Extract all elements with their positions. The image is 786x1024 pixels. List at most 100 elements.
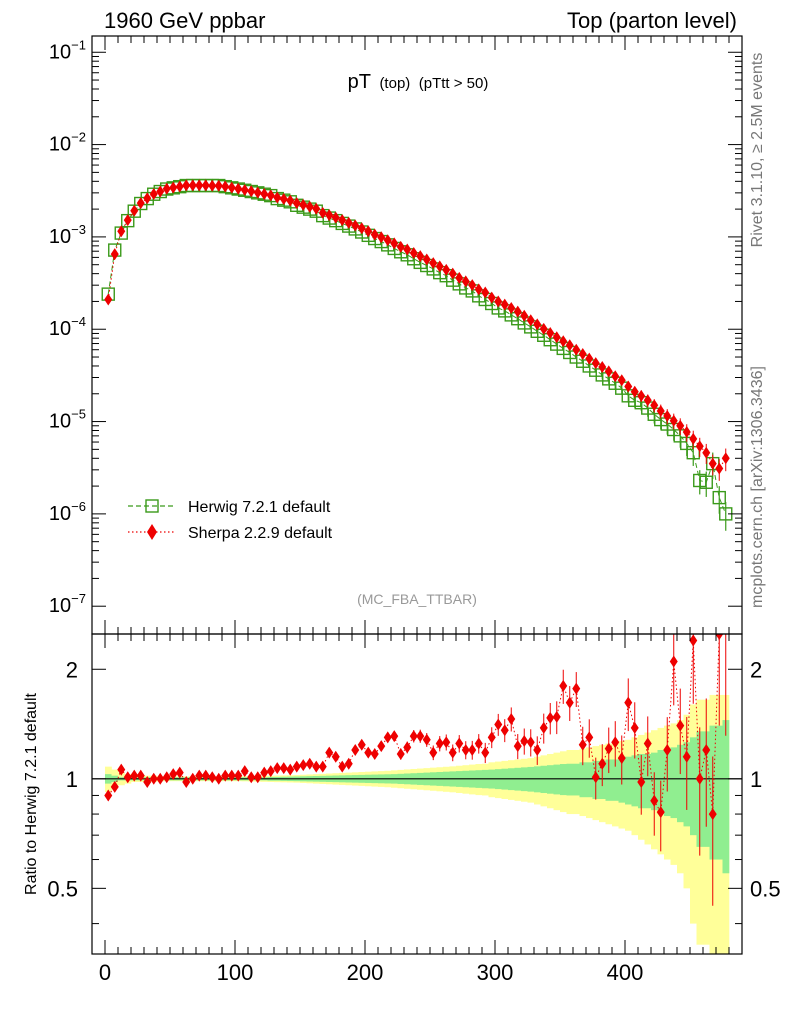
- sherpa-point: [637, 389, 646, 402]
- main-series: [101, 178, 733, 531]
- ratio-sherpa-point: [208, 771, 217, 784]
- sherpa-point: [546, 327, 555, 340]
- sherpa-point: [539, 322, 548, 335]
- ratio-sherpa-point: [598, 757, 607, 770]
- sherpa-point: [338, 214, 347, 227]
- ratio-stat-band-bin: [722, 720, 730, 874]
- sherpa-point: [227, 181, 236, 194]
- legend-herwig-label: Herwig 7.2.1 default: [188, 499, 331, 516]
- header-process-label: Top (parton level): [567, 8, 737, 33]
- ratio-stat-band-bin: [612, 759, 619, 801]
- ratio-y-tick-label-left: 0.5: [47, 876, 78, 901]
- sherpa-point: [650, 399, 659, 412]
- sherpa-point: [299, 198, 308, 211]
- sherpa-point: [429, 257, 438, 270]
- ratio-sherpa-point: [130, 769, 139, 782]
- ratio-sherpa-point: [240, 765, 249, 778]
- sherpa-point: [689, 432, 698, 445]
- ratio-sherpa-point: [526, 736, 535, 749]
- ratio-sherpa-point: [520, 735, 529, 748]
- sherpa-point: [169, 181, 178, 194]
- sherpa-point: [442, 263, 451, 276]
- ratio-sherpa-point: [455, 737, 464, 750]
- sherpa-point: [383, 234, 392, 247]
- ratio-y-tick-label-left: 1: [66, 767, 78, 792]
- ratio-stat-band-bin: [625, 756, 632, 805]
- ratio-sherpa-point: [221, 769, 230, 782]
- ratio-sherpa-point: [416, 730, 425, 743]
- sherpa-point: [182, 179, 191, 192]
- sherpa-point: [526, 314, 535, 327]
- ratio-sherpa-point: [656, 806, 665, 819]
- ratio-sherpa-point: [253, 771, 262, 784]
- ratio-sherpa-point: [260, 766, 269, 779]
- sherpa-point: [195, 179, 204, 192]
- ratio-sherpa-point: [461, 743, 470, 756]
- x-tick-label: 100: [217, 960, 254, 985]
- sherpa-point: [234, 182, 243, 195]
- ratio-sherpa-point: [422, 733, 431, 746]
- sherpa-point: [240, 184, 249, 197]
- sherpa-point: [364, 225, 373, 238]
- main-plot-frame: [91, 35, 743, 635]
- main-y-tick-label: 10−3: [49, 222, 86, 248]
- sherpa-point: [143, 192, 152, 205]
- ratio-sherpa-point: [110, 780, 119, 793]
- ratio-sherpa-point: [390, 730, 399, 743]
- x-tick-label: 400: [607, 960, 644, 985]
- ratio-sherpa-point: [559, 679, 568, 692]
- rivet-version-label: Rivet 3.1.10, ≥ 2.5M events: [749, 53, 766, 248]
- plot-title-sub-1: (top): [379, 75, 410, 92]
- sherpa-point: [344, 216, 353, 229]
- ratio-sherpa-point: [539, 721, 548, 734]
- ratio-sherpa-point: [396, 747, 405, 760]
- plot-title-sub-2: (pTtt > 50): [419, 75, 489, 92]
- main-y-tick-label: 10−5: [49, 407, 86, 433]
- sherpa-point: [377, 231, 386, 244]
- legend: Herwig 7.2.1 default Sherpa 2.2.9 defaul…: [128, 499, 333, 542]
- sherpa-point: [702, 446, 711, 459]
- sherpa-point: [487, 291, 496, 304]
- ratio-sherpa-point: [572, 682, 581, 695]
- ratio-sherpa-point: [162, 771, 171, 784]
- ratio-sherpa-point: [663, 743, 672, 756]
- sherpa-point: [422, 253, 431, 266]
- sherpa-point: [396, 240, 405, 253]
- ratio-sherpa-point: [650, 794, 659, 807]
- sherpa-point: [695, 440, 704, 453]
- ratio-sherpa-point: [403, 741, 412, 754]
- sherpa-point: [572, 343, 581, 356]
- sherpa-point: [351, 219, 360, 232]
- sherpa-point: [682, 426, 691, 439]
- sherpa-point: [578, 347, 587, 360]
- sherpa-point: [149, 187, 158, 200]
- sherpa-point: [500, 298, 509, 311]
- sherpa-point: [559, 335, 568, 348]
- ratio-sherpa-point: [546, 711, 555, 724]
- ratio-sherpa-point: [195, 769, 204, 782]
- sherpa-point: [208, 179, 217, 192]
- sherpa-point: [390, 237, 399, 250]
- sherpa-point: [676, 419, 685, 432]
- ratio-sherpa-point: [351, 743, 360, 756]
- main-y-tick-label: 10−6: [49, 499, 86, 525]
- ratio-sherpa-point: [117, 763, 126, 776]
- ratio-stat-band-bin: [670, 747, 678, 819]
- ratio-sherpa-point: [591, 771, 600, 784]
- sherpa-point: [117, 225, 126, 238]
- ratio-sherpa-point: [429, 746, 438, 759]
- ratio-sherpa-point: [156, 772, 165, 785]
- main-y-tick-label: 10−7: [49, 591, 86, 617]
- sherpa-point: [513, 305, 522, 318]
- ratio-stat-band-bin: [553, 764, 561, 795]
- sherpa-point: [266, 189, 275, 202]
- ratio-sherpa-point: [487, 731, 496, 744]
- ratio-sherpa-point: [370, 747, 379, 760]
- ratio-sherpa-point: [273, 762, 282, 775]
- sherpa-point: [617, 374, 626, 387]
- ratio-y-tick-label-right: 0.5: [750, 876, 781, 901]
- sherpa-point: [260, 187, 269, 200]
- sherpa-point: [403, 243, 412, 256]
- sherpa-point: [624, 380, 633, 393]
- header-energy-label: 1960 GeV ppbar: [104, 8, 265, 33]
